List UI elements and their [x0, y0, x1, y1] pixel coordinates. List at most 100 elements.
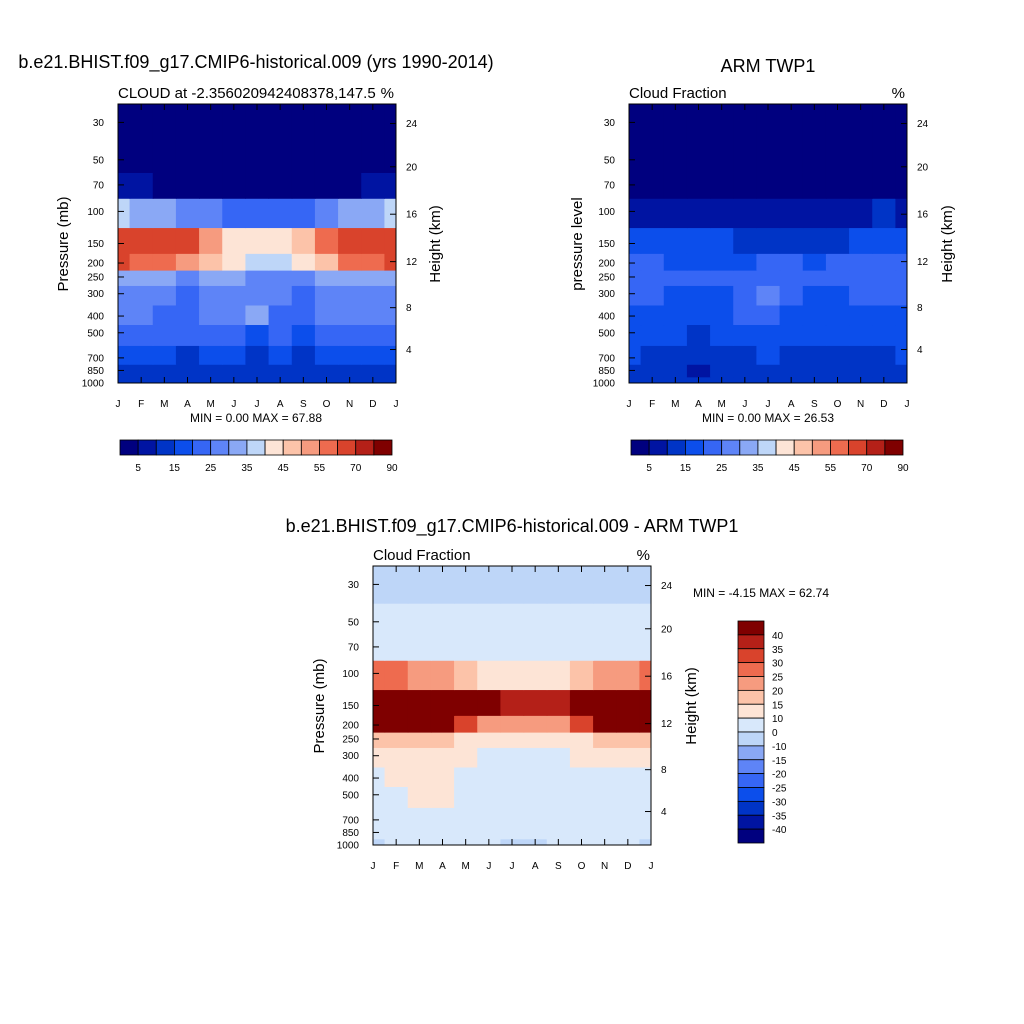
- heatmap-cell: [199, 141, 223, 173]
- heatmap-cell: [546, 660, 571, 691]
- heatmap-cell: [756, 364, 781, 378]
- x-tick-label: A: [277, 399, 284, 410]
- heatmap-cell: [129, 104, 154, 142]
- heatmap-cell: [779, 364, 804, 378]
- heatmap-cell: [175, 285, 200, 306]
- heatmap-cell: [129, 324, 154, 346]
- heatmap-cell: [222, 104, 247, 142]
- colorbar-swatch: [337, 439, 357, 456]
- colorbar: 5 15 25 35 45 55 70 90: [630, 439, 909, 474]
- heatmap-cell: [779, 198, 804, 229]
- colorbar-swatch: [793, 439, 813, 456]
- heatmap-cell: [314, 104, 339, 142]
- heatmap-cell: [454, 747, 478, 768]
- heatmap-cell: [756, 324, 781, 346]
- heatmap-cell: [338, 172, 362, 199]
- heatmap-cell: [686, 198, 711, 229]
- heatmap-cell: [629, 285, 642, 306]
- colorbar-label: 35: [772, 645, 784, 656]
- y-right-tick-label: 24: [406, 119, 418, 130]
- heatmap-cell: [152, 198, 177, 229]
- colorbar-label: 5: [135, 463, 141, 474]
- heatmap-cell: [384, 732, 409, 748]
- panel-subtitle: CLOUD at -2.356020942408378,147.5: [118, 85, 376, 102]
- x-tick-label: J: [231, 399, 236, 410]
- heatmap-cell: [523, 732, 548, 748]
- heatmap-cell: [756, 270, 781, 286]
- heatmap-cell: [733, 198, 758, 229]
- heatmap-cell: [268, 324, 293, 346]
- heatmap-cell: [430, 732, 455, 748]
- heatmap-cell: [384, 747, 409, 768]
- heatmap-cell: [152, 345, 177, 365]
- heatmap-cell: [663, 324, 688, 346]
- heatmap-cell: [872, 285, 897, 306]
- colorbar-swatch: [630, 439, 650, 456]
- colorbar-swatch: [737, 703, 765, 719]
- colorbar-swatch: [737, 759, 765, 775]
- heatmap-cell: [639, 786, 651, 808]
- heatmap-cell: [686, 304, 711, 326]
- heatmap-cell: [291, 304, 316, 326]
- heatmap-cell: [245, 345, 270, 365]
- heatmap-cell: [222, 345, 247, 365]
- heatmap-cell: [361, 345, 386, 365]
- heatmap-cell: [500, 786, 525, 808]
- heatmap-cell: [640, 364, 665, 378]
- colorbar-label: -35: [772, 811, 787, 822]
- heatmap-cell: [129, 364, 154, 378]
- heatmap-cell: [825, 104, 850, 142]
- y-tick-label: 50: [348, 617, 360, 628]
- heatmap-cell: [546, 732, 571, 748]
- x-tick-label: D: [369, 399, 376, 410]
- y-tick-label: 50: [604, 155, 616, 166]
- heatmap-cell: [373, 660, 386, 691]
- axis-ticks: J F M A M J J A S O N D J 30 50 70 100 150 200 250 300 400 500…: [593, 104, 929, 410]
- heatmap-cell: [616, 786, 641, 808]
- heatmap-cell: [384, 104, 396, 142]
- heatmap-cell: [407, 566, 432, 604]
- heatmap-cell: [546, 766, 571, 788]
- min-max-label: MIN = -4.15 MAX = 62.74: [693, 586, 829, 600]
- heatmap-cell: [802, 285, 827, 306]
- heatmap-cell: [118, 141, 131, 173]
- heatmap-cell: [872, 141, 897, 173]
- heatmap-cell: [849, 253, 873, 271]
- heatmap-cell: [802, 104, 827, 142]
- heatmap-cell: [152, 285, 177, 306]
- heatmap-cell: [314, 285, 339, 306]
- colorbar-swatch: [373, 439, 393, 456]
- heatmap-cell: [546, 689, 571, 716]
- heatmap-cell: [616, 660, 641, 691]
- heatmap-cell: [245, 364, 270, 378]
- heatmap-cell: [291, 198, 316, 229]
- heatmap-cell: [686, 324, 711, 346]
- heatmap-cell: [268, 364, 293, 378]
- heatmap-cell: [222, 270, 247, 286]
- colorbar-label: 25: [772, 673, 784, 684]
- heatmap-cell: [152, 364, 177, 378]
- heatmap-cell: [733, 270, 758, 286]
- heatmap-cell: [640, 141, 665, 173]
- y-right-tick-label: 16: [917, 210, 929, 221]
- heatmap-cell: [477, 766, 502, 788]
- heatmap-cell: [314, 198, 339, 229]
- heatmap-cell: [629, 345, 642, 365]
- y-right-tick-label: 20: [917, 162, 929, 173]
- heatmap-cell: [849, 364, 873, 378]
- colorbar-swatch: [282, 439, 302, 456]
- colorbar-swatch: [300, 439, 320, 456]
- y-tick-label: 400: [87, 312, 104, 323]
- heatmap-cell: [802, 253, 827, 271]
- heatmap-cell: [872, 198, 897, 229]
- heatmap-cell: [825, 253, 850, 271]
- heatmap-cell: [338, 270, 362, 286]
- heatmap-cell: [291, 364, 316, 378]
- y-axis-label: Pressure (mb): [55, 196, 72, 291]
- y-tick-label: 1000: [593, 379, 616, 390]
- heatmap-cell: [118, 270, 131, 286]
- heatmap-cell: [454, 603, 478, 635]
- heatmap-cell: [546, 715, 571, 733]
- heatmap-cell: [407, 766, 432, 788]
- colorbar-swatch: [866, 439, 886, 456]
